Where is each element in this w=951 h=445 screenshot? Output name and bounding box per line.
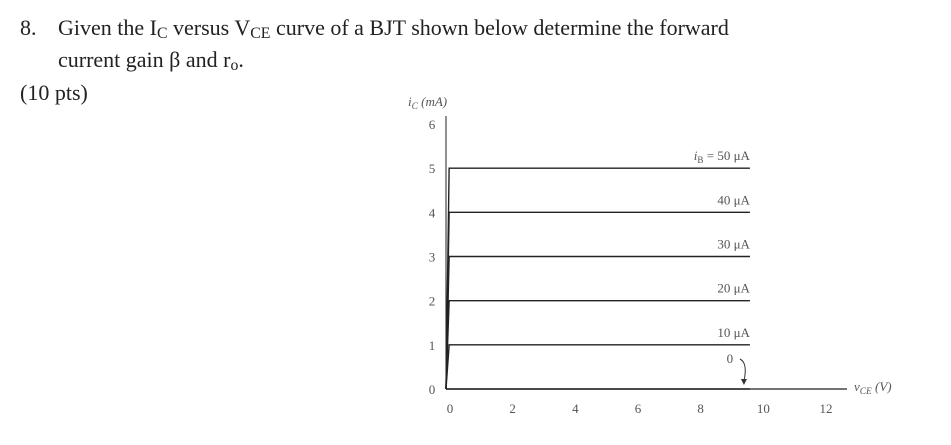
text-part: i	[694, 148, 698, 163]
curve	[445, 167, 750, 390]
x-axis-label: vCE (V)	[854, 379, 892, 397]
subscript: C	[412, 102, 419, 112]
series-name: 40 μA	[717, 192, 750, 207]
x-tick-label: 0	[447, 401, 454, 416]
curve	[445, 344, 750, 390]
question-line: Given the IC versus VCE curve of a BJT s…	[58, 15, 729, 42]
text-part: .	[238, 47, 244, 72]
x-tick-label: 10	[757, 401, 770, 416]
arrow	[739, 358, 746, 382]
text-part: Given the I	[58, 15, 157, 40]
arrow-head	[740, 379, 747, 385]
y-tick-label: 6	[429, 117, 436, 132]
x-tick-label: 4	[572, 401, 579, 416]
y-tick-label: 2	[429, 294, 436, 309]
subscript: o	[230, 57, 238, 74]
subscript: CE	[250, 25, 270, 42]
curve-label: 10 μA	[717, 325, 750, 340]
y-tick-label: 4	[429, 205, 436, 220]
curve-label: 0	[727, 351, 734, 366]
question-line: current gain β and ro.	[58, 47, 244, 74]
series-name: 30 μA	[717, 237, 750, 252]
series-name: 20 μA	[717, 281, 750, 296]
curve	[445, 255, 750, 390]
text-part: i	[408, 94, 412, 109]
x-tick-label: 12	[820, 401, 833, 416]
curve-label: iB = 50 μA	[694, 148, 751, 165]
subscript: C	[157, 25, 168, 42]
x-tick-label: 2	[509, 401, 516, 416]
x-tick-label: 8	[697, 401, 704, 416]
curve-label: 20 μA	[717, 281, 750, 296]
y-axis-label: iC (mA)	[408, 94, 447, 112]
curve	[445, 299, 750, 390]
curve-label: 30 μA	[717, 237, 750, 252]
text-part: curve of a BJT shown below determine the…	[270, 15, 728, 40]
question-points: (10 pts)	[20, 80, 88, 105]
text-part: v	[854, 379, 860, 394]
text-part: versus V	[168, 15, 251, 40]
question-number: 8.	[20, 15, 37, 40]
text-part: current gain β and r	[58, 47, 231, 72]
subscript: B	[697, 155, 703, 165]
curve-label: 40 μA	[717, 192, 750, 207]
series-name: 50 μA	[717, 148, 750, 163]
text-part: =	[703, 148, 717, 163]
y-tick-label: 1	[429, 338, 436, 353]
y-tick-label: 3	[429, 250, 436, 265]
series-name: 10 μA	[717, 325, 750, 340]
text-part: (mA)	[418, 94, 447, 109]
y-tick-label: 5	[429, 161, 436, 176]
y-tick-label: 0	[429, 382, 436, 397]
x-tick-label: 6	[635, 401, 642, 416]
subscript: CE	[860, 387, 872, 397]
text-part: (V)	[872, 379, 892, 394]
